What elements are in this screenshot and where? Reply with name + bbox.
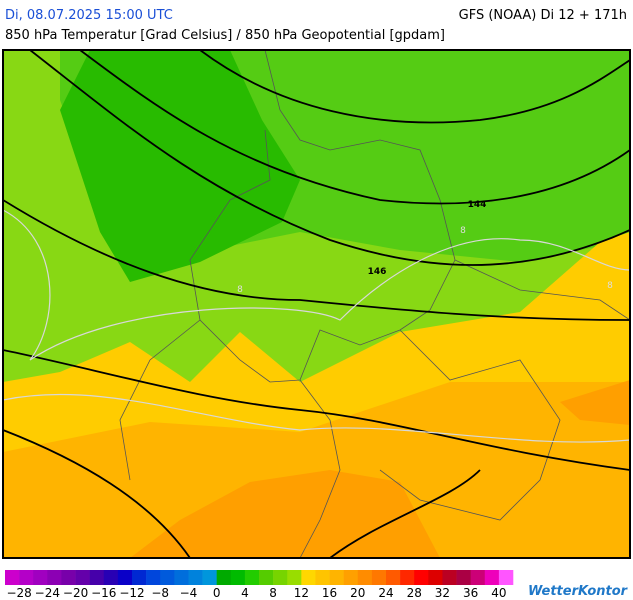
colorbar-swatch [244,570,260,585]
colorbar-label: 32 [435,586,450,600]
colorbar: −28 −24 −20 −16 −12 −8 −4 0 4 8 12 16 20 24 28 32 36 40 [5,570,514,600]
datetime: Di, 08.07.2025 15:00 UTC [5,8,173,23]
map: 144 146 8 8 8 [2,49,631,559]
isotherm-label: 8 [607,281,613,291]
map-frame [2,49,631,559]
area-orange [560,380,630,425]
colorbar-swatch [33,570,48,585]
area-orange-yellow [3,382,630,558]
colorbar-swatch [61,570,76,585]
colorbar-swatch [5,570,20,585]
colorbar-label: −12 [119,586,144,600]
colorbar-label: 16 [322,586,337,600]
colorbar-swatch [19,570,34,585]
colorbar-swatch [498,570,514,585]
colorbar-label: 4 [241,586,249,600]
colorbar-swatch [132,570,147,585]
colorbar-swatch [428,570,443,585]
colorbar-swatch [103,570,119,585]
colorbar-label: −16 [91,586,116,600]
colorbar-swatch [329,570,344,585]
colorbar-label: 28 [407,586,422,600]
geopotential-contours [3,50,630,558]
model-run: GFS (NOAA) Di 12 + 171h [459,8,627,23]
colorbar-swatch [442,570,457,585]
colorbar-swatch [456,570,471,585]
subtitle: 850 hPa Temperatur [Grad Celsius] / 850 … [5,28,445,43]
colorbar-swatch [343,570,359,585]
colorbar-label: −8 [151,586,169,600]
contour-label: 144 [468,200,487,210]
colorbar-label: −20 [63,586,88,600]
colorbar-swatch [188,570,203,585]
colorbar-swatch [273,570,288,585]
colorbar-label: 40 [491,586,506,600]
colorbar-swatch [470,570,486,585]
colorbar-swatch [202,570,217,585]
colorbar-swatch [89,570,105,585]
colorbar-swatch [117,570,133,585]
area-dark-green [60,50,300,282]
colorbar-label: 20 [350,586,365,600]
colorbar-swatch [259,570,274,585]
colorbar-swatch [146,570,161,585]
borders [119,50,630,558]
colorbar-swatch [414,570,429,585]
colorbar-label: 24 [378,586,393,600]
colorbar-label: 36 [463,586,478,600]
colorbar-swatch [386,570,401,585]
colorbar-label: 12 [294,586,309,600]
colorbar-swatch [371,570,387,585]
colorbar-swatch [357,570,373,585]
colorbar-label: −28 [6,586,31,600]
colorbar-swatch [230,570,246,585]
colorbar-swatch [174,570,189,585]
isotherm-label: 8 [460,226,466,236]
colorbar-swatch [484,570,500,585]
colorbar-swatch [301,570,316,585]
colorbar-label: 0 [213,586,221,600]
colorbar-swatch [287,570,302,585]
colorbar-label: 8 [269,586,277,600]
isotherm-label: 8 [237,285,243,295]
contour-label: 146 [368,267,387,277]
colorbar-swatch [47,570,62,585]
colorbar-swatch [75,570,90,585]
isotherms [3,209,630,443]
colorbar-swatch [216,570,232,585]
colorbar-swatch [160,570,175,585]
colorbar-swatch [315,570,330,585]
colorbar-label: −24 [35,586,60,600]
colorbar-swatch [400,570,415,585]
colorbar-label: −4 [180,586,198,600]
brand-logo: WetterKontor [528,584,629,599]
